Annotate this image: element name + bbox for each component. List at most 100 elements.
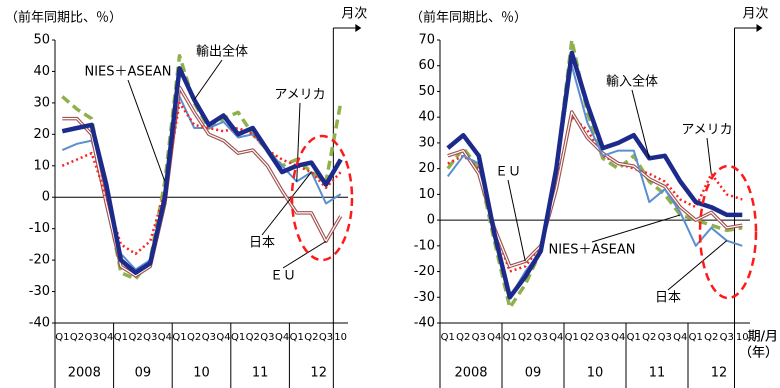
highlight-ellipse [698, 164, 758, 300]
x-axis-label: （年） [739, 346, 778, 361]
y-tick-label: 50 [33, 33, 50, 48]
x-tick-label: Q1 [689, 332, 703, 343]
y-tick-label: 10 [33, 158, 50, 173]
x-tick-label: 10 [334, 332, 347, 343]
x-tick-label: Q2 [70, 332, 84, 343]
x-tick-label: Q2 [518, 332, 532, 343]
y-axis-label: （前年同期比、％） [410, 10, 527, 26]
x-tick-label: Q1 [627, 332, 641, 343]
x-tick-label: Q2 [704, 332, 718, 343]
x-tick-label: Q2 [456, 332, 470, 343]
group-label: 10 [193, 366, 210, 381]
y-tick-label: -30 [29, 284, 50, 299]
series-label: NIES＋ASEAN [84, 65, 171, 80]
y-tick-label: -10 [414, 238, 435, 253]
group-label: 12 [310, 366, 327, 381]
x-tick-label: Q2 [304, 332, 318, 343]
group-label: 11 [252, 366, 269, 381]
label-arrow [296, 102, 301, 182]
monthly-arrow-head [756, 24, 763, 32]
label-arrow [193, 59, 223, 101]
series-line [61, 66, 343, 275]
series-line-inner [62, 86, 342, 277]
group-label: 10 [587, 366, 604, 381]
monthly-label: 月次 [743, 6, 769, 22]
y-tick-label: 40 [33, 64, 50, 79]
y-axis-label: （前年同期比、％） [5, 10, 122, 26]
y-tick-label: -10 [29, 221, 50, 236]
x-tick-label: Q4 [549, 332, 563, 343]
series-label: 日本 [249, 236, 275, 251]
x-tick-label: Q4 [158, 332, 172, 343]
x-tick-label: Q2 [580, 332, 594, 343]
x-tick-label: Q1 [172, 332, 186, 343]
series-line [447, 64, 743, 299]
series-label: ＥＵ [495, 165, 521, 180]
y-tick-label: 10 [418, 187, 435, 202]
x-tick-label: Q4 [673, 332, 687, 343]
label-arrow [591, 214, 681, 243]
y-tick-label: 20 [33, 127, 50, 142]
label-arrow [667, 240, 728, 291]
group-label: 09 [135, 366, 152, 381]
x-tick-label: Q4 [99, 332, 113, 343]
y-tick-label: 60 [418, 58, 435, 73]
y-tick-label: 0 [42, 190, 50, 205]
x-tick-label: Q3 [319, 332, 333, 343]
x-tick-label: Q4 [216, 332, 230, 343]
series-label: 輸入全体 [606, 74, 658, 90]
x-tick-label: Q1 [55, 332, 69, 343]
x-tick-label: Q3 [472, 332, 486, 343]
x-axis-label: 期/月 [748, 330, 778, 345]
x-tick-label: Q1 [231, 332, 245, 343]
x-tick-label: 10 [736, 332, 749, 343]
group-label: 09 [525, 366, 542, 381]
x-tick-label: Q1 [565, 332, 579, 343]
x-axis-label: （年） [739, 346, 778, 361]
series-label: ＥＵ [270, 269, 296, 284]
x-tick-label: Q3 [720, 332, 734, 343]
series-label: アメリカ [274, 88, 325, 103]
y-tick-label: 30 [33, 95, 50, 110]
x-tick-label: Q3 [202, 332, 216, 343]
group-label: 11 [649, 366, 666, 381]
monthly-label: 月次 [341, 6, 367, 22]
label-arrow [282, 240, 327, 269]
y-tick-label: 50 [418, 84, 435, 99]
label-arrow [706, 137, 712, 174]
label-arrow [631, 89, 650, 159]
x-tick-label: Q3 [596, 332, 610, 343]
x-tick-label: Q2 [187, 332, 201, 343]
y-tick-label: 20 [418, 161, 435, 176]
x-axis-label: 期/月 [748, 330, 778, 345]
x-tick-label: Q2 [642, 332, 656, 343]
x-tick-label: Q1 [114, 332, 128, 343]
y-tick-label: 30 [418, 135, 435, 150]
x-tick-label: Q1 [503, 332, 517, 343]
x-tick-label: Q2 [246, 332, 260, 343]
x-tick-label: Q3 [143, 332, 157, 343]
label-arrow [127, 79, 166, 182]
x-tick-label: Q1 [441, 332, 455, 343]
y-tick-label: -30 [414, 290, 435, 305]
x-tick-label: Q3 [85, 332, 99, 343]
monthly-arrow-head [355, 24, 362, 32]
series-label: アメリカ [681, 123, 732, 138]
label-arrow [261, 171, 312, 236]
y-tick-label: -20 [29, 253, 50, 268]
y-tick-label: 0 [427, 213, 435, 228]
group-label: 2008 [454, 366, 487, 381]
y-tick-label: 70 [418, 33, 435, 48]
label-arrow [507, 179, 526, 262]
x-tick-label: Q4 [275, 332, 289, 343]
group-label: 12 [711, 366, 728, 381]
series-label: NIES＋ASEAN [548, 243, 635, 258]
series-line [446, 50, 743, 300]
x-tick-label: Q3 [260, 332, 274, 343]
series-line [446, 38, 743, 310]
group-label: 2008 [68, 366, 101, 381]
series-label: 輸出全体 [196, 44, 248, 60]
y-tick-label: -20 [414, 264, 435, 279]
